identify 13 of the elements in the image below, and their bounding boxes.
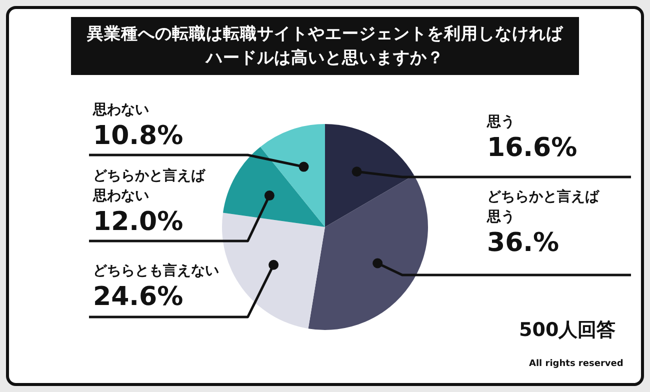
slice-label: どちらとも言えない — [93, 262, 220, 281]
text: 500人回答 — [519, 318, 616, 343]
slice-label: 思う — [487, 113, 516, 132]
data-label: 16.6% — [487, 132, 578, 164]
slice-label: 思わない — [93, 101, 150, 120]
data-label: 36.% — [487, 227, 560, 259]
data-label: 24.6% — [93, 281, 184, 313]
data-label: 10.8% — [93, 120, 184, 152]
data-label: 12.0% — [93, 206, 184, 238]
slice-label: どちらかと言えば思わない — [93, 166, 206, 206]
title: 異業種への転職は転職サイトやエージェントを利用しなければハードルは高いと思いますか？ — [71, 17, 579, 75]
slice-label: どちらかと言えば思う — [487, 188, 600, 227]
text: All rights reserved — [529, 359, 624, 369]
